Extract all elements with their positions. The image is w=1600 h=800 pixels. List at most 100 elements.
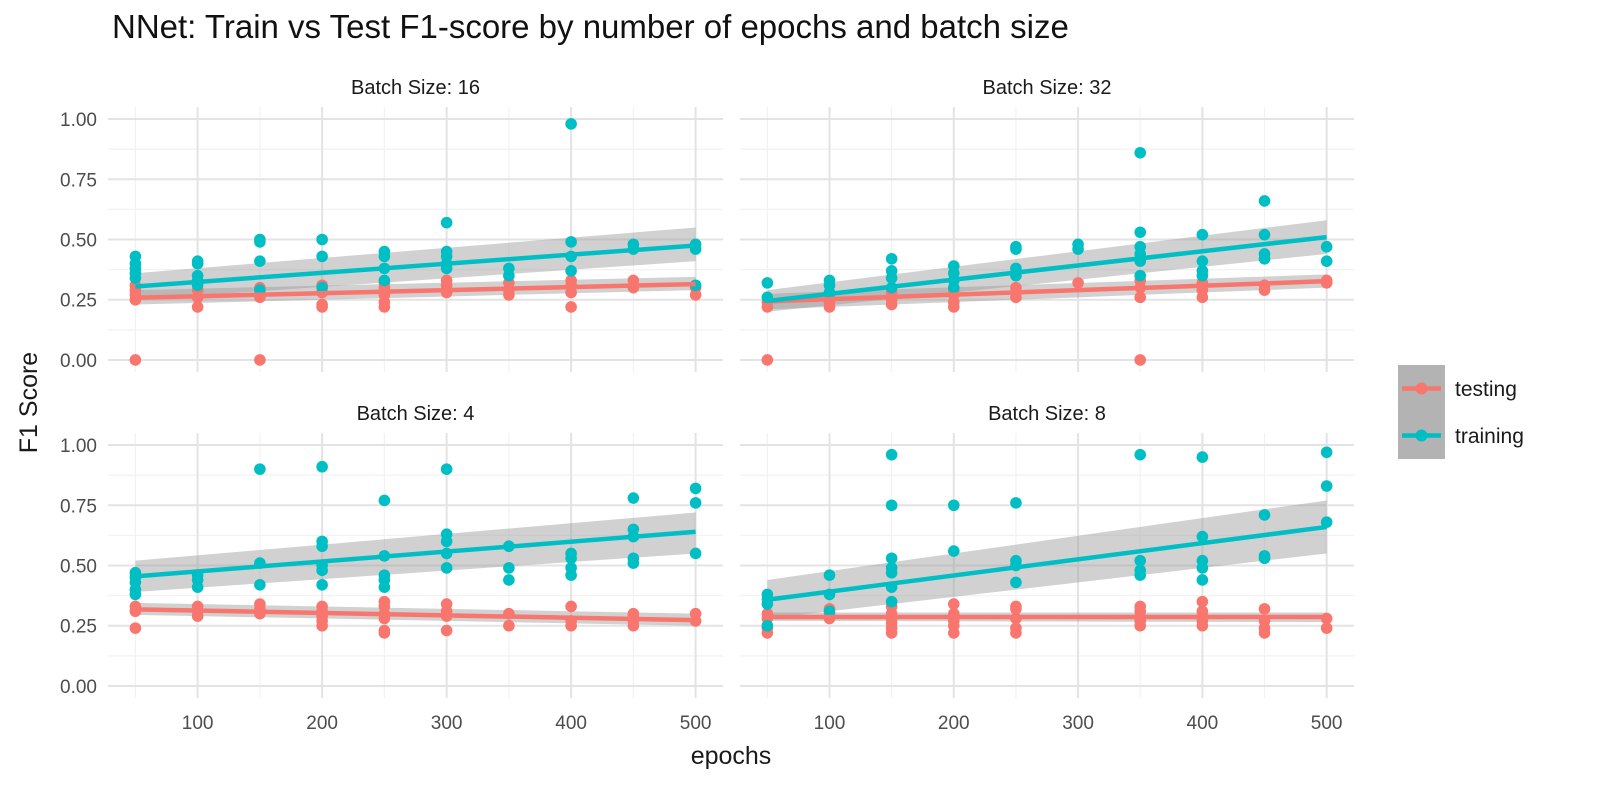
data-point-training [689,497,702,509]
trend-line-testing [135,607,696,623]
data-point-training [1134,146,1147,159]
data-point-training [316,281,328,294]
data-point-training [947,545,960,557]
data-point-training [316,578,328,591]
data-point-training [1072,243,1084,255]
data-point-testing [565,301,577,313]
legend-label-training: training [1455,425,1524,448]
data-point-training [1196,228,1209,241]
confidence-band-training [767,220,1327,312]
data-point-testing [565,274,577,287]
data-point-testing [1010,600,1022,613]
data-point-testing [316,298,328,311]
x-tick-label: 300 [431,713,463,734]
data-point-training [689,547,702,560]
data-point-training [254,578,266,591]
data-point-training [1010,497,1022,509]
y-tick-label: 0.00 [60,677,97,698]
data-point-testing [440,274,453,287]
data-point-testing [1134,600,1147,613]
x-tick-label: 400 [555,713,587,734]
data-point-testing [1134,291,1147,304]
data-point-testing [1258,603,1271,615]
data-point-training [823,605,836,618]
data-point-training [1010,243,1022,255]
data-point-training [440,216,453,229]
x-axis-title: epochs [691,742,772,770]
data-point-training [885,448,898,461]
trend-line-testing [767,278,1327,304]
data-point-training [1258,252,1271,265]
data-point-testing [1134,354,1147,366]
trend-line-training [767,524,1327,602]
data-point-testing [565,600,577,613]
data-point-training [565,265,577,277]
data-point-training [1258,195,1271,207]
confidence-band-training [767,500,1327,619]
data-point-testing [1010,622,1022,634]
data-point-testing [129,354,142,366]
data-point-training [1134,569,1147,581]
data-point-training [1010,576,1022,589]
data-point-training [761,619,774,632]
data-point-training [503,269,515,282]
data-point-training [627,557,640,569]
data-point-training [378,494,391,507]
data-point-training [503,574,515,586]
legend-key-point [1415,429,1428,442]
data-point-testing [378,624,391,637]
chart-title: NNet: Train vs Test F1-score by number o… [112,8,1069,45]
data-point-training [1320,480,1333,492]
x-tick-label: 500 [680,713,712,734]
data-point-training [627,492,640,504]
data-point-testing [503,619,515,632]
legend-label-testing: testing [1455,378,1517,401]
data-point-training [191,257,204,270]
facet-strip-label: Batch Size: 16 [351,77,480,99]
data-point-training [129,272,142,284]
data-point-testing [761,354,774,366]
data-point-training [1258,228,1271,241]
trend-line-training [135,529,696,579]
y-tick-label: 0.00 [60,351,97,372]
y-tick-label: 0.25 [60,617,97,638]
data-point-testing [1320,622,1333,634]
trend-line-training [767,234,1327,304]
data-point-training [1196,562,1209,574]
data-point-training [565,118,577,130]
y-tick-label: 0.75 [60,496,97,517]
facet-strip-label: Batch Size: 8 [988,403,1106,425]
y-tick-label: 0.50 [60,557,97,578]
data-point-training [378,250,391,263]
y-axis-title: F1 Score [15,352,43,453]
data-point-training [440,562,453,574]
data-point-training [440,535,453,548]
data-point-training [1196,255,1209,267]
data-point-training [947,281,960,294]
facet-strip-label: Batch Size: 32 [983,77,1112,99]
x-tick-label: 500 [1311,713,1343,734]
data-point-training [1320,446,1333,459]
data-point-training [316,540,328,553]
y-tick-label: 0.50 [60,231,97,252]
data-point-training [885,272,898,284]
data-point-training [254,236,266,248]
data-point-training [1320,255,1333,267]
data-point-testing [191,301,204,313]
data-point-training [823,569,836,581]
data-point-training [885,595,898,608]
x-tick-label: 100 [814,713,846,734]
data-point-training [761,277,774,289]
data-point-training [1196,269,1209,282]
data-point-testing [1072,277,1084,289]
x-tick-label: 300 [1062,713,1094,734]
y-tick-label: 0.25 [60,291,97,312]
data-point-training [1134,269,1147,282]
data-point-testing [378,595,391,608]
data-point-testing [129,622,142,634]
data-point-training [440,463,453,475]
data-point-training [565,552,577,565]
legend-key-point [1415,382,1428,395]
y-tick-label: 0.75 [60,170,97,191]
data-point-training [885,499,898,512]
